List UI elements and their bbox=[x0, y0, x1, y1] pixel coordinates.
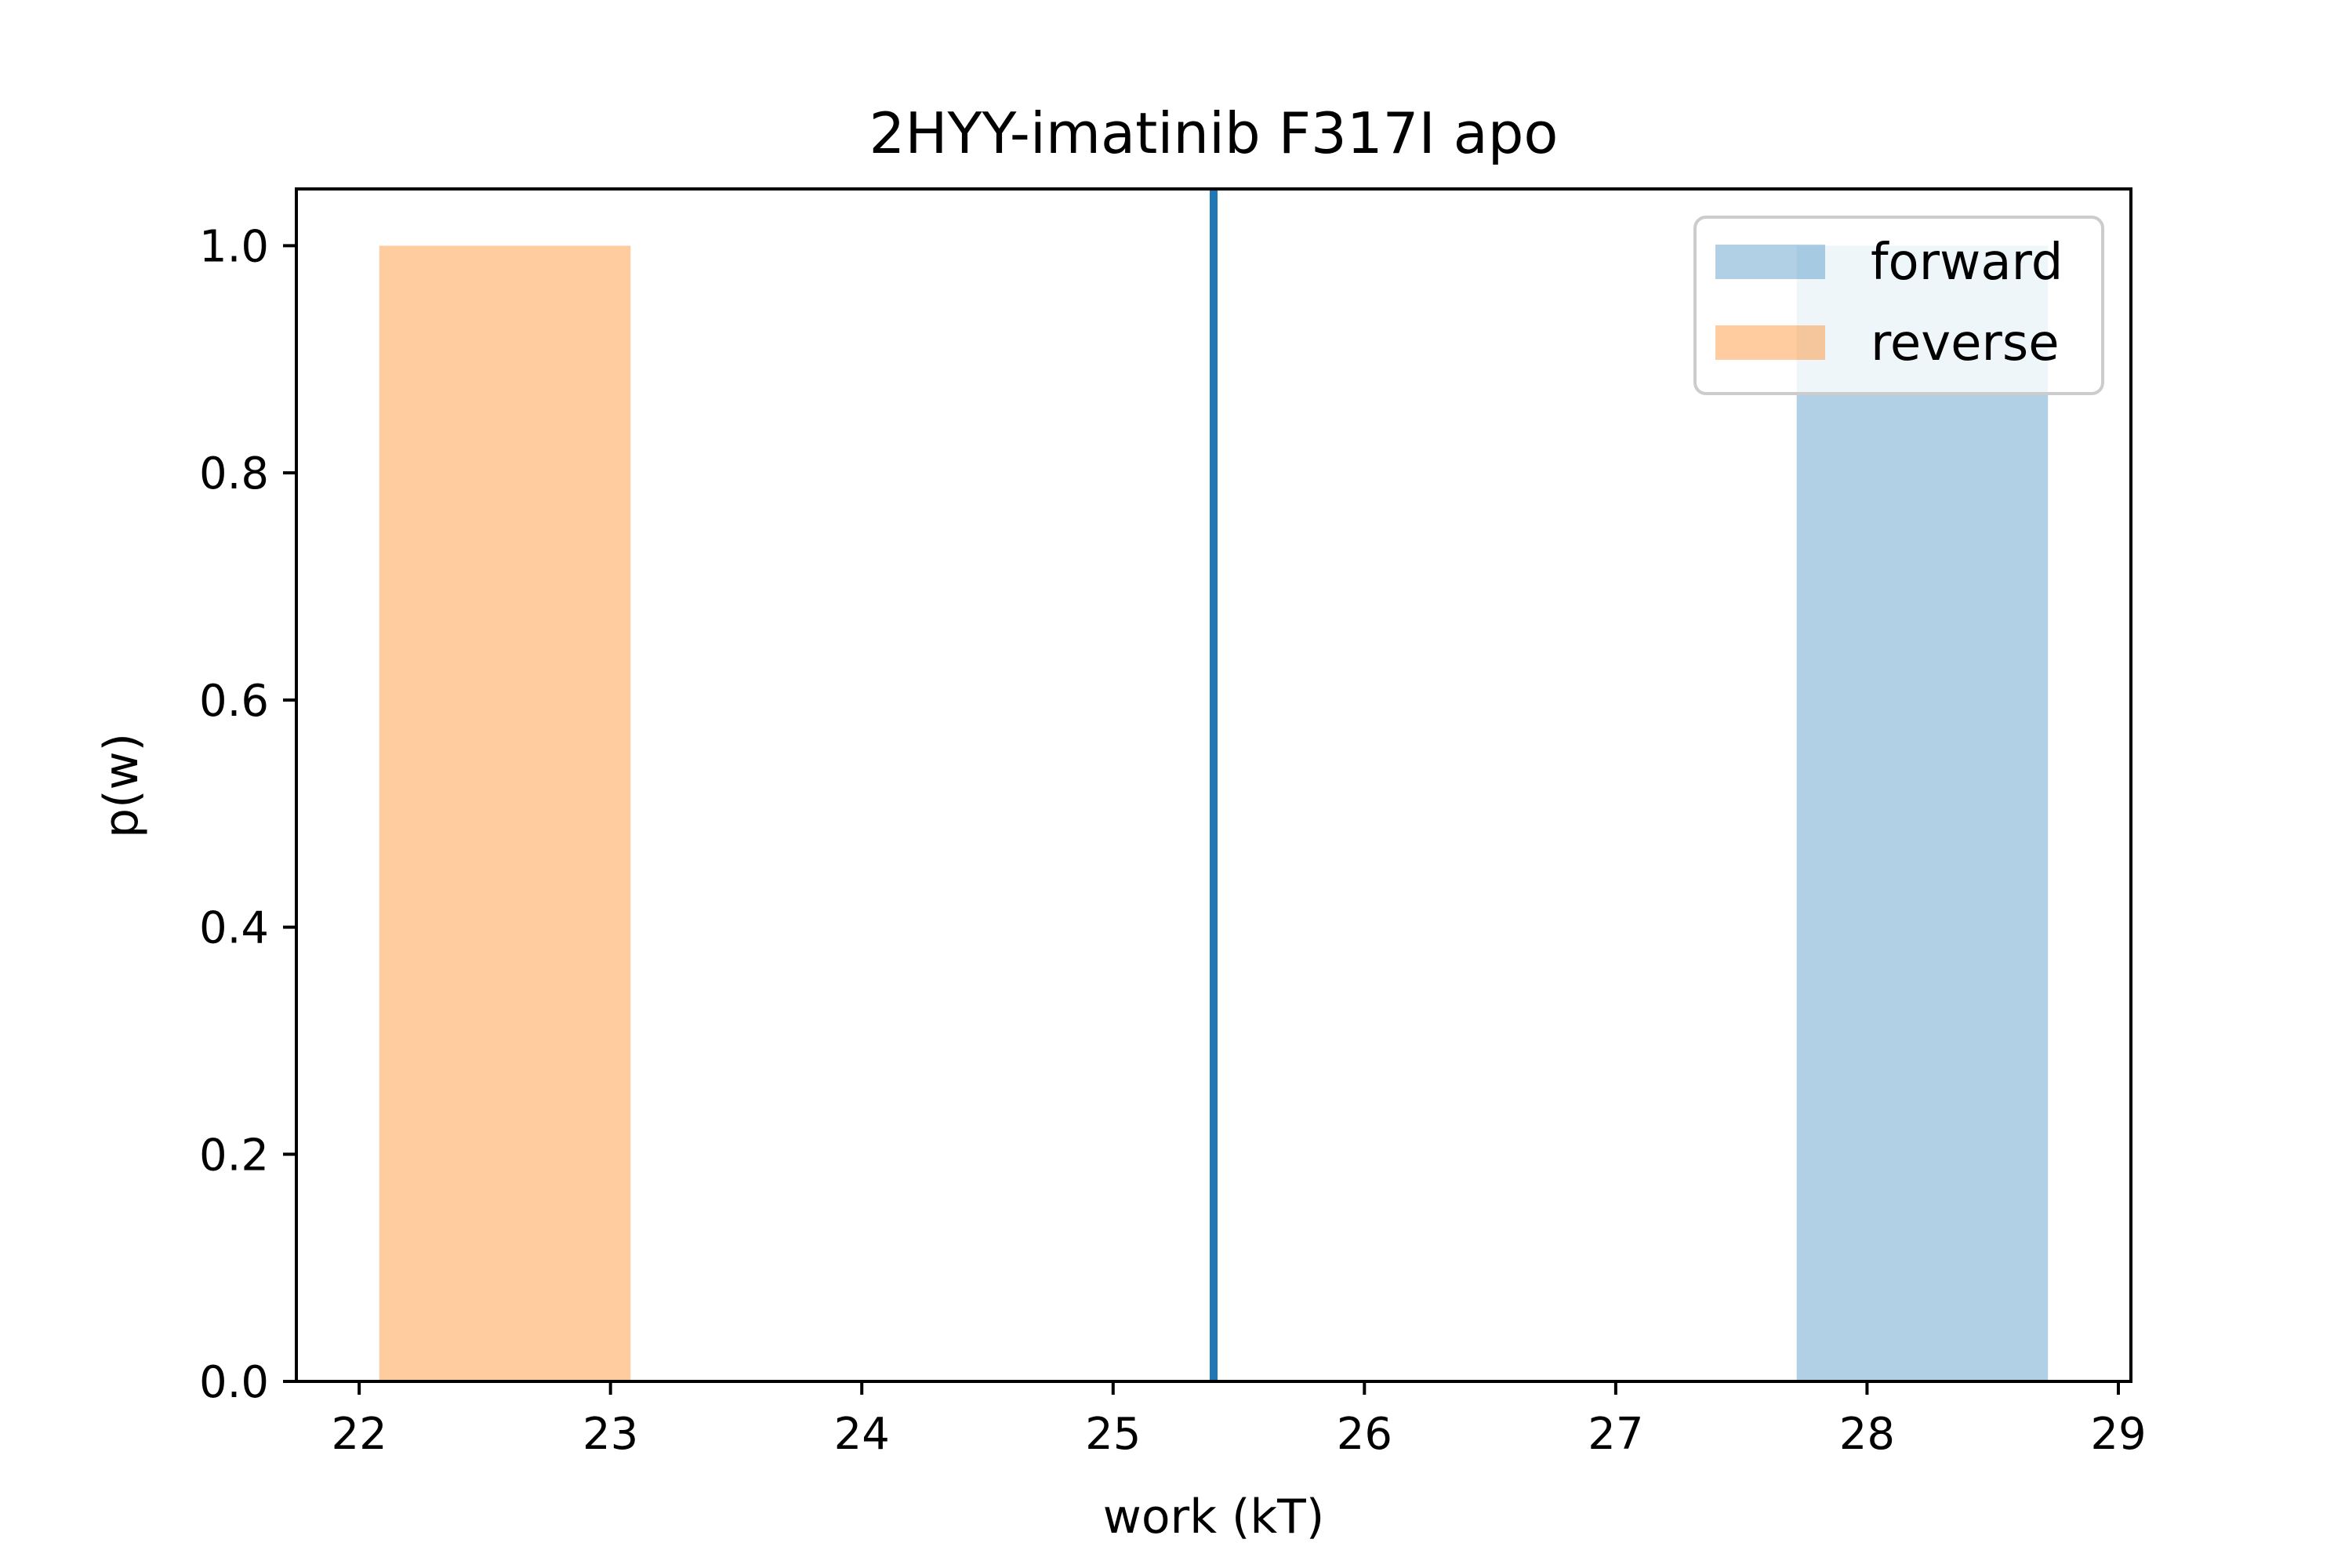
x-axis: 22 23 24 25 26 27 28 29 bbox=[332, 1381, 2147, 1460]
x-tick-label: 24 bbox=[834, 1409, 890, 1460]
x-tick-label: 28 bbox=[1839, 1409, 1895, 1460]
y-tick-label: 0.6 bbox=[199, 676, 269, 727]
y-tick-label: 1.0 bbox=[199, 221, 269, 272]
axes-frame bbox=[295, 187, 2132, 1383]
x-tick-label: 27 bbox=[1588, 1409, 1643, 1460]
y-axis: 0.0 0.2 0.4 0.6 0.8 1.0 bbox=[199, 221, 296, 1408]
plot-area bbox=[379, 189, 2049, 1381]
reverse-legend-swatch bbox=[1715, 325, 1825, 360]
legend-box bbox=[1693, 216, 2104, 395]
forward-bar bbox=[1796, 245, 2049, 1381]
x-axis-label: work (kT) bbox=[1103, 1490, 1324, 1544]
chart-title: 2HYY-imatinib F317I apo bbox=[869, 100, 1559, 166]
y-tick-label: 0.8 bbox=[199, 448, 269, 499]
reverse-legend-label: reverse bbox=[1871, 314, 2060, 372]
x-tick-label: 25 bbox=[1085, 1409, 1141, 1460]
x-tick-label: 26 bbox=[1337, 1409, 1392, 1460]
x-tick-label: 23 bbox=[583, 1409, 638, 1460]
forward-legend-label: forward bbox=[1871, 234, 2063, 292]
x-tick-label: 22 bbox=[332, 1409, 387, 1460]
y-tick-label: 0.4 bbox=[199, 903, 269, 954]
reverse-bar bbox=[379, 245, 631, 1381]
x-tick-label: 29 bbox=[2090, 1409, 2146, 1460]
legend: forward reverse bbox=[1693, 216, 2104, 395]
y-tick-label: 0.2 bbox=[199, 1130, 269, 1181]
y-axis-label: p(w) bbox=[94, 733, 149, 838]
forward-legend-swatch bbox=[1715, 245, 1825, 279]
y-tick-label: 0.0 bbox=[199, 1357, 269, 1408]
